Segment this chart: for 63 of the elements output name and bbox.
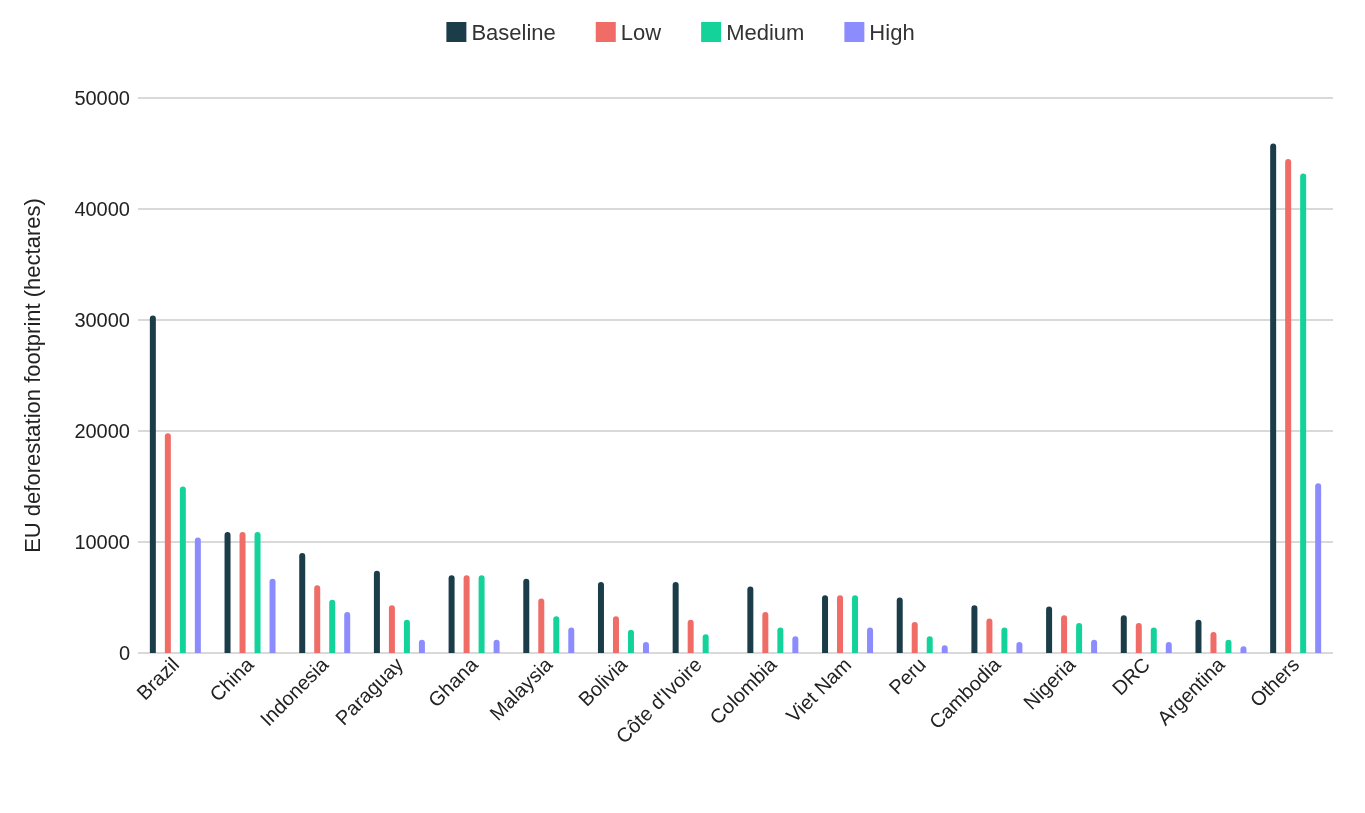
legend-label: High xyxy=(869,19,915,45)
y-axis-title: EU deforestation footprint (hectares) xyxy=(19,198,45,553)
y-tick-label: 40000 xyxy=(74,198,130,220)
bar xyxy=(1001,627,1008,653)
bar xyxy=(344,611,351,653)
bar xyxy=(478,575,485,653)
bar xyxy=(852,595,859,653)
bar xyxy=(523,578,530,653)
bar xyxy=(329,599,336,653)
legend-label: Baseline xyxy=(471,19,556,45)
bar xyxy=(597,581,604,653)
bar xyxy=(1285,159,1292,653)
bar xyxy=(538,598,545,653)
bar xyxy=(867,627,874,653)
bar xyxy=(224,532,231,653)
bar xyxy=(837,595,844,653)
bar xyxy=(1150,627,1157,653)
y-tick-label: 10000 xyxy=(74,531,130,553)
bar xyxy=(911,621,918,653)
bar xyxy=(1076,623,1083,653)
bar xyxy=(1135,623,1142,653)
y-tick-label: 20000 xyxy=(74,420,130,442)
legend-label: Medium xyxy=(726,19,805,45)
y-tick-label: 50000 xyxy=(74,87,130,109)
bar xyxy=(254,532,261,653)
bar xyxy=(1315,483,1322,653)
bar xyxy=(822,595,829,653)
bar xyxy=(149,315,156,653)
bar xyxy=(388,605,395,653)
bar xyxy=(553,616,560,653)
y-tick-label: 30000 xyxy=(74,309,130,331)
bar xyxy=(747,586,754,653)
y-tick-label: 0 xyxy=(118,642,130,664)
bar xyxy=(777,627,784,653)
bar xyxy=(762,611,769,653)
bar xyxy=(1270,143,1277,653)
bar xyxy=(1195,619,1202,653)
bar xyxy=(269,578,276,653)
bar xyxy=(971,605,978,653)
bar xyxy=(463,575,470,653)
bar xyxy=(986,618,993,653)
bar xyxy=(1120,615,1127,653)
bar xyxy=(896,597,903,653)
bar xyxy=(239,532,246,653)
bar xyxy=(1061,615,1068,653)
bar xyxy=(164,433,171,653)
bar xyxy=(1210,631,1217,653)
bar xyxy=(373,570,380,653)
bar xyxy=(1300,173,1307,653)
legend-label: Low xyxy=(620,19,662,45)
bar xyxy=(672,581,679,653)
bar xyxy=(612,616,619,653)
bar xyxy=(687,619,694,653)
bar xyxy=(1046,606,1053,653)
bar xyxy=(702,634,709,653)
bar xyxy=(314,585,321,653)
bar xyxy=(403,619,410,653)
bar xyxy=(627,629,634,653)
bar xyxy=(568,627,575,653)
bar xyxy=(448,575,455,653)
bar xyxy=(299,553,306,653)
bar xyxy=(194,537,201,653)
bar xyxy=(179,486,186,653)
